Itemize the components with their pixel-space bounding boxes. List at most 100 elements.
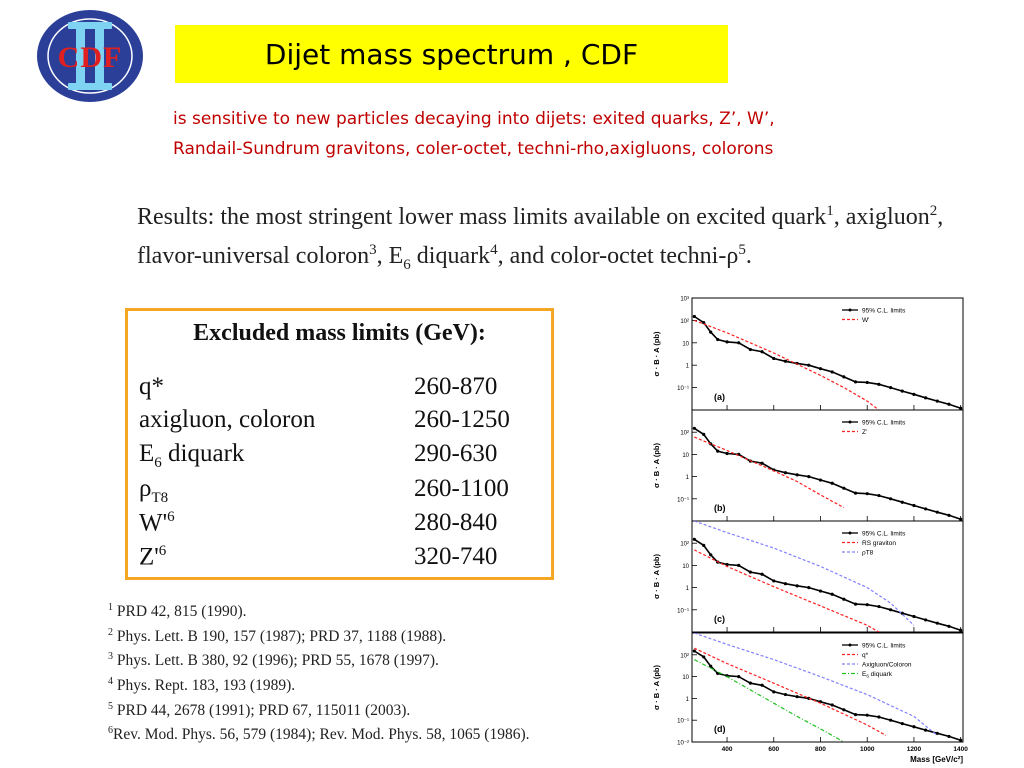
data-point: [865, 380, 869, 385]
data-point: [842, 708, 846, 712]
data-point: [959, 406, 963, 410]
y-tick-label: 1: [686, 586, 690, 592]
particle-name: ρT8: [139, 475, 169, 506]
data-point: [912, 614, 916, 619]
data-point: [709, 330, 713, 334]
data-point: [760, 683, 764, 687]
y-tick-label: 10: [682, 675, 689, 681]
title-banner: Dijet mass spectrum , CDF: [175, 25, 728, 83]
data-point: [748, 570, 753, 574]
data-point: [865, 603, 869, 607]
mass-range: 260-1250: [414, 406, 510, 433]
data-point: [807, 586, 811, 590]
data-point: [692, 314, 696, 319]
data-point: [737, 341, 741, 345]
data-point: [935, 399, 939, 403]
data-point: [702, 543, 706, 547]
data-point: [924, 618, 928, 622]
y-tick-label: 10⁻¹: [677, 719, 689, 725]
particle-name: W'6: [139, 509, 175, 537]
reference-item: 3 Phys. Lett. B 380, 92 (1996); PRD 55, …: [108, 651, 439, 670]
cdf-logo: CDF: [37, 10, 143, 102]
data-point: [947, 513, 951, 517]
reference-item: 2 Phys. Lett. B 190, 157 (1987); PRD 37,…: [108, 626, 447, 645]
x-tick-label: 800: [815, 746, 826, 753]
legend-label: Axigluon/Coloron: [862, 661, 912, 668]
y-tick-label: 1: [686, 697, 690, 703]
data-point: [912, 725, 916, 729]
series-line: [694, 659, 845, 742]
data-point: [900, 500, 904, 504]
x-axis-label: Mass [GeV/c²]: [910, 755, 963, 764]
data-point: [947, 624, 951, 628]
data-point: [830, 481, 834, 485]
data-point: [818, 478, 823, 482]
data-point: [709, 553, 713, 557]
data-point: [807, 475, 811, 479]
slide-title: Dijet mass spectrum , CDF: [264, 37, 639, 71]
y-tick-label: 10: [682, 564, 689, 570]
plot-panel: 10² 10 1 10⁻¹ σ · B · A (pb) 95% C.L. limits Z…: [652, 409, 964, 522]
references: 1 PRD 42, 815 (1990). 2 Phys. Lett. B 19…: [108, 598, 588, 746]
y-tick-label: 10⁻²: [677, 741, 689, 747]
results-paragraph: Results: the most stringent lower mass l…: [137, 203, 944, 273]
particle-name: E6 diquark: [139, 440, 245, 471]
data-point: [772, 356, 776, 361]
data-point: [692, 649, 696, 653]
y-tick-label: 10⁻¹: [677, 386, 689, 392]
data-point: [959, 738, 963, 742]
limit-row: Z'6 320-740: [139, 543, 549, 576]
legend-marker: [848, 420, 852, 424]
legend-label: 95% C.L. limits: [862, 307, 906, 314]
data-point: [888, 608, 893, 612]
y-tick-label: 10²: [680, 431, 689, 437]
legend-label: 95% C.L. limits: [862, 419, 906, 426]
data-point: [772, 579, 776, 583]
data-point: [748, 681, 753, 685]
legend-label: E6 diquark: [862, 671, 893, 679]
x-tick-label: 600: [768, 746, 779, 753]
data-point: [716, 449, 720, 453]
data-point: [783, 692, 788, 697]
panel-label: (b): [714, 503, 726, 513]
legend-label: RS graviton: [862, 540, 896, 547]
y-axis-label: σ · B · A (pb): [652, 331, 661, 376]
y-tick-label: 10²: [680, 542, 689, 548]
legend-label: 95% C.L. limits: [862, 530, 906, 537]
series-line: [694, 633, 938, 736]
plot-frame: [691, 297, 964, 411]
series-line: [694, 549, 880, 632]
data-point: [947, 402, 951, 406]
y-axis-label: σ · B · A (pb): [652, 554, 661, 599]
data-point: [959, 628, 963, 632]
data-point: [795, 473, 799, 477]
data-point: [783, 359, 788, 363]
data-point: [877, 382, 881, 386]
data-point: [760, 572, 764, 576]
particle-name: q*: [139, 373, 164, 400]
y-tick-label: 1: [686, 475, 690, 481]
data-point: [924, 728, 928, 732]
data-point: [935, 510, 939, 514]
data-point: [900, 389, 904, 393]
data-point: [737, 563, 741, 567]
plot-frame: [691, 409, 964, 522]
data-point: [725, 340, 729, 344]
data-point: [772, 690, 776, 694]
reference-item: 5 PRD 44, 2678 (1991); PRD 67, 115011 (2…: [108, 700, 411, 719]
data-point: [888, 386, 893, 390]
data-point: [912, 503, 916, 508]
data-point: [725, 562, 729, 567]
legend-label: Z': [862, 429, 867, 436]
data-point: [818, 589, 823, 593]
mass-limits-box: Excluded mass limits (GeV): q* 260-870 a…: [125, 308, 554, 580]
subtitle: is sensitive to new particles decaying i…: [173, 104, 933, 164]
legend-label: W': [862, 317, 869, 324]
mass-range: 280-840: [414, 509, 498, 536]
legend-label: ρT8: [862, 549, 874, 556]
legend-label: q*: [862, 652, 869, 659]
particle-name: axigluon, coloron: [139, 406, 316, 433]
panel-label: (d): [714, 724, 726, 734]
data-point: [783, 582, 788, 586]
data-point: [935, 731, 939, 735]
